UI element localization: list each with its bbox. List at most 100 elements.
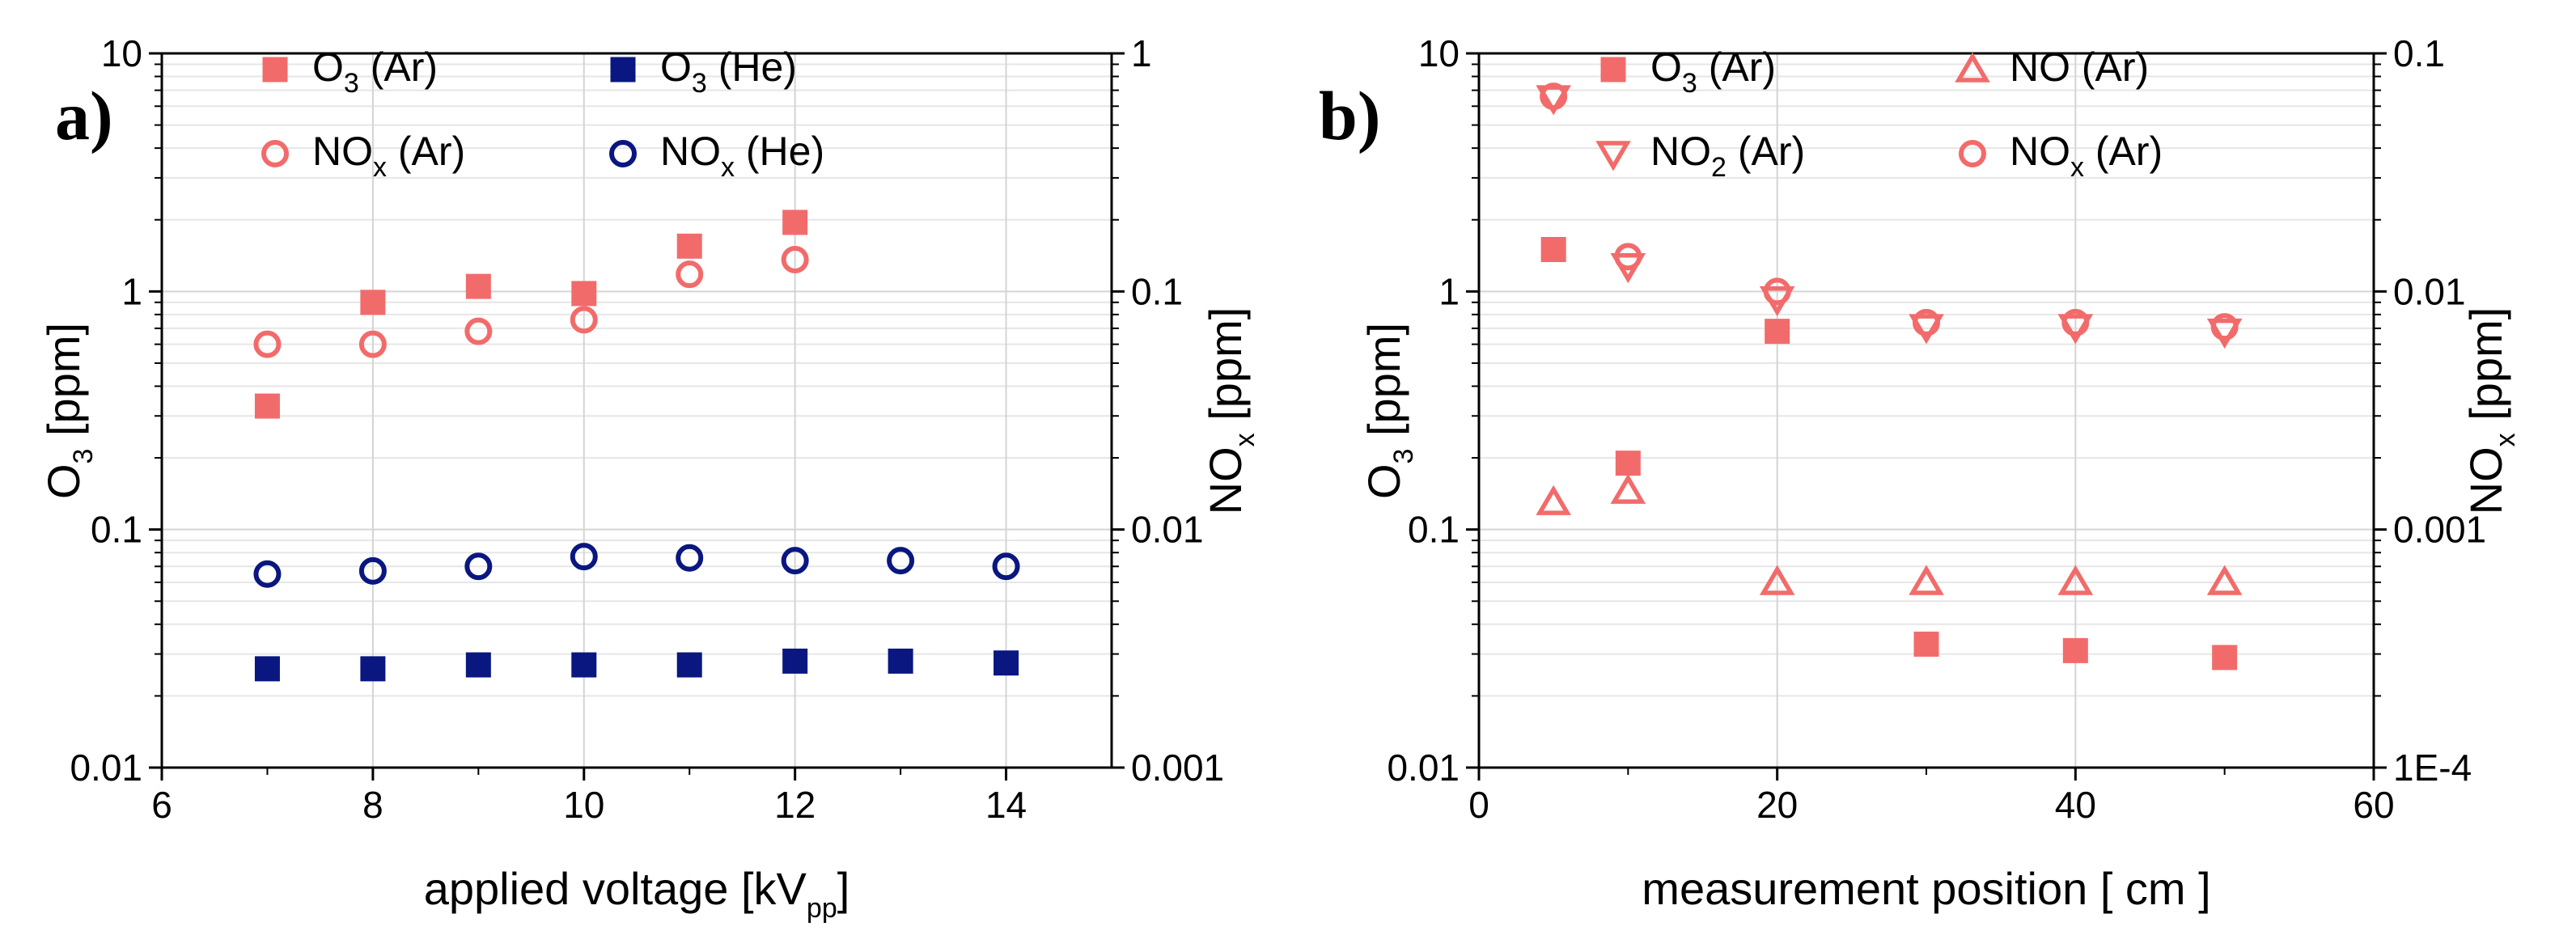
legend-label-tail: (Ar): [1727, 129, 1805, 174]
y-left-axis-label-tail: [ppm]: [1358, 323, 1409, 449]
legend-label-sub: 3: [1682, 68, 1697, 99]
data-point: [1913, 631, 1939, 657]
x-tick-label: 60: [2353, 784, 2394, 826]
panel-a: 6 8 10 12 14 0.01 0.1 1 10 0.001 0.01 0.1 1 a) applied…: [38, 32, 1260, 924]
data-point: [358, 330, 387, 358]
x-axis-label-main: applied voltage [kV: [424, 863, 807, 914]
legend-label: NOx (Ar): [312, 129, 465, 183]
data-point: [1913, 308, 1940, 336]
axis-ticks: [1466, 52, 2387, 781]
data-point: [2057, 314, 2094, 345]
x-tick-label: 0: [1468, 784, 1489, 826]
series-nox-ar: [1540, 83, 2239, 341]
x-axis-label-sub: pp: [807, 893, 837, 924]
panel-label: a): [55, 77, 113, 154]
y-left-axis-label-main: O: [38, 463, 89, 499]
legend-label: O3 (He): [660, 44, 797, 99]
y-left-axis-label-sub: 3: [1388, 449, 1419, 464]
data-point: [254, 393, 280, 419]
y-right-axis-label-main: NO: [2460, 446, 2511, 514]
grid: [161, 53, 1112, 768]
data-point: [1540, 237, 1566, 263]
legend-label-tail: (Ar): [359, 44, 438, 90]
data-point: [254, 656, 280, 682]
legend-item: NOx (Ar): [1959, 129, 2163, 183]
series-nox-he: [253, 543, 1020, 588]
legend-item: O3 (Ar): [1600, 44, 1776, 99]
legend-label-sub: 3: [692, 68, 707, 99]
data-point: [1614, 243, 1642, 271]
data-point: [1610, 473, 1646, 504]
legend-label: O3 (Ar): [312, 44, 438, 99]
data-point: [781, 547, 809, 575]
legend-label-main: NO: [1650, 129, 1711, 174]
data-point: [888, 648, 913, 674]
data-point: [360, 656, 386, 682]
legend-label-sub: x: [373, 152, 387, 183]
x-tick-label: 6: [151, 784, 172, 826]
data-point: [571, 281, 597, 307]
legend-label-main: O: [660, 44, 692, 90]
x-axis-label: applied voltage [kVpp]: [424, 863, 850, 924]
legend-item: O3 (Ar): [262, 44, 438, 99]
legend-label-main: NO (Ar): [2010, 44, 2149, 90]
y-right-tick-label: 0.01: [1131, 509, 1204, 551]
legend-label: NOx (He): [660, 129, 824, 183]
axis-ticks: [149, 52, 1125, 781]
legend-item: NOx (He): [609, 129, 824, 183]
data-point: [782, 209, 808, 235]
x-axis-label-bracket: ]: [2198, 863, 2211, 914]
data-point: [464, 552, 493, 581]
legend-label-tail: (Ar): [2084, 129, 2163, 174]
data-points: [253, 209, 1020, 682]
panel-label: b): [1319, 77, 1380, 154]
y-left-axis-label-tail: [ppm]: [38, 323, 89, 449]
data-point: [994, 650, 1019, 676]
data-point: [2062, 637, 2088, 663]
data-point: [2210, 313, 2239, 341]
legend-label-tail: (He): [735, 129, 824, 174]
data-point: [676, 652, 702, 678]
legend-label-tail: (He): [707, 44, 797, 90]
legend-label-sub: x: [2070, 152, 2084, 183]
legend-marker: [1600, 57, 1626, 83]
data-point: [1909, 314, 1944, 345]
legend: O3 (Ar)NOx (Ar)O3 (He)NOx (He): [261, 44, 824, 183]
data-point: [781, 246, 809, 274]
plot-frame: [160, 52, 1113, 769]
legend-item: NOx (Ar): [261, 129, 465, 183]
data-points: [1536, 83, 2243, 671]
legend-marker: [610, 57, 636, 83]
x-tick-label: 10: [563, 784, 604, 826]
data-point: [1759, 565, 1795, 595]
data-point: [253, 330, 282, 358]
y-right-axis-label-tail: [ppm]: [1200, 307, 1251, 434]
x-axis-label-main: measurement position: [1642, 863, 2100, 914]
legend-label-tail: (Ar): [387, 129, 465, 174]
y-left-axis-label-sub: 3: [68, 449, 99, 464]
x-axis-label-tail: ]: [837, 863, 850, 914]
x-axis-label: measurement position [ cm ]: [1642, 863, 2210, 914]
data-point: [465, 273, 491, 299]
data-point: [2212, 645, 2238, 671]
y-right-tick-label: 0.001: [1131, 747, 1224, 789]
legend-label: NOx (Ar): [2010, 129, 2163, 183]
data-point: [253, 560, 282, 588]
data-point: [1536, 484, 1571, 515]
data-point: [1763, 277, 1791, 306]
data-point: [1909, 565, 1944, 595]
legend-label-main: NO: [312, 129, 373, 174]
y-left-tick-label: 10: [101, 32, 142, 74]
data-point: [887, 547, 915, 575]
y-left-tick-label: 0.01: [70, 747, 142, 789]
series-o3-ar: [254, 209, 808, 419]
legend-label-main: NO: [2010, 129, 2070, 174]
data-point: [992, 552, 1020, 581]
legend-label-main: O: [1650, 44, 1682, 90]
legend-label-sub: x: [721, 152, 735, 183]
y-left-tick-label: 1: [1438, 270, 1460, 312]
x-axis-label-unit: cm: [2112, 863, 2198, 914]
y-right-axis-label: NOx [ppm]: [1200, 307, 1260, 515]
